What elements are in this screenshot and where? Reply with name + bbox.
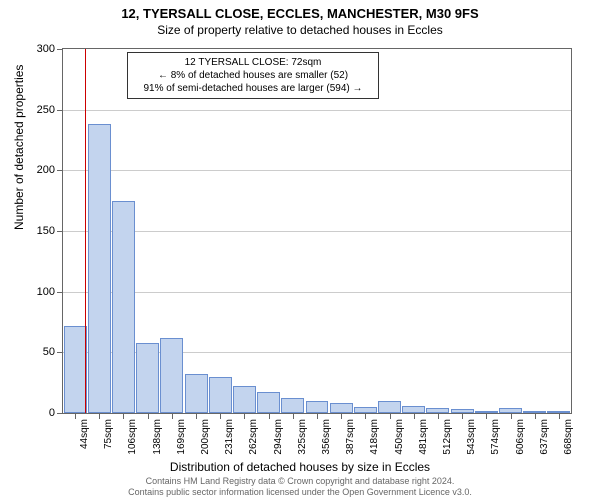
x-tick-label: 512sqm <box>442 419 453 455</box>
y-tick <box>57 413 63 414</box>
x-tick <box>535 413 536 419</box>
x-tick-label: 450sqm <box>394 419 405 455</box>
histogram-bar <box>209 377 232 413</box>
histogram-bar <box>64 326 87 413</box>
histogram-bar <box>112 201 135 413</box>
x-tick-label: 262sqm <box>248 419 259 455</box>
chart-subtitle: Size of property relative to detached ho… <box>0 21 600 37</box>
x-tick <box>438 413 439 419</box>
footer: Contains HM Land Registry data © Crown c… <box>0 476 600 498</box>
x-tick <box>365 413 366 419</box>
x-tick-label: 44sqm <box>79 419 90 449</box>
annotation-line2: ← 8% of detached houses are smaller (52) <box>134 69 372 82</box>
x-tick-label: 169sqm <box>176 419 187 455</box>
x-tick <box>341 413 342 419</box>
x-tick <box>123 413 124 419</box>
gridline <box>63 170 571 171</box>
x-tick <box>220 413 221 419</box>
x-tick-label: 637sqm <box>539 419 550 455</box>
x-tick <box>148 413 149 419</box>
y-tick <box>57 231 63 232</box>
histogram-bar <box>233 386 256 413</box>
histogram-bar <box>160 338 183 413</box>
footer-line2: Contains public sector information licen… <box>0 487 600 498</box>
chart-container: 12, TYERSALL CLOSE, ECCLES, MANCHESTER, … <box>0 0 600 500</box>
x-tick <box>414 413 415 419</box>
y-tick <box>57 352 63 353</box>
x-tick-label: 106sqm <box>127 419 138 455</box>
x-tick-label: 418sqm <box>369 419 380 455</box>
gridline <box>63 110 571 111</box>
property-marker-line <box>85 49 86 413</box>
histogram-bar <box>185 374 208 413</box>
x-tick <box>390 413 391 419</box>
y-tick <box>57 170 63 171</box>
annotation-line1: 12 TYERSALL CLOSE: 72sqm <box>134 56 372 69</box>
x-tick <box>486 413 487 419</box>
x-tick-label: 75sqm <box>103 419 114 449</box>
histogram-bar <box>88 124 111 413</box>
x-axis-title: Distribution of detached houses by size … <box>0 460 600 474</box>
histogram-bar <box>378 401 401 413</box>
x-tick-label: 481sqm <box>418 419 429 455</box>
x-tick-label: 606sqm <box>515 419 526 455</box>
y-axis-title: Number of detached properties <box>12 65 26 230</box>
gridline <box>63 231 571 232</box>
x-tick-label: 356sqm <box>321 419 332 455</box>
y-tick-label: 0 <box>49 407 55 419</box>
x-tick <box>269 413 270 419</box>
y-tick <box>57 110 63 111</box>
x-tick-label: 200sqm <box>200 419 211 455</box>
x-tick-label: 574sqm <box>490 419 501 455</box>
x-tick-label: 294sqm <box>273 419 284 455</box>
x-tick-label: 231sqm <box>224 419 235 455</box>
x-tick <box>196 413 197 419</box>
x-tick <box>75 413 76 419</box>
x-tick <box>559 413 560 419</box>
x-tick <box>99 413 100 419</box>
y-tick-label: 300 <box>37 43 55 55</box>
footer-line1: Contains HM Land Registry data © Crown c… <box>0 476 600 487</box>
annotation-box: 12 TYERSALL CLOSE: 72sqm ← 8% of detache… <box>127 52 379 99</box>
x-tick <box>462 413 463 419</box>
gridline <box>63 292 571 293</box>
y-tick-label: 150 <box>37 225 55 237</box>
x-tick-label: 668sqm <box>563 419 574 455</box>
y-tick-label: 250 <box>37 104 55 116</box>
chart-title: 12, TYERSALL CLOSE, ECCLES, MANCHESTER, … <box>0 0 600 21</box>
y-tick-label: 50 <box>43 346 55 358</box>
histogram-bar <box>330 403 353 413</box>
histogram-bar <box>306 401 329 413</box>
x-tick-label: 138sqm <box>152 419 163 455</box>
x-tick <box>293 413 294 419</box>
x-tick-label: 325sqm <box>297 419 308 455</box>
x-tick <box>317 413 318 419</box>
histogram-bar <box>402 406 425 413</box>
histogram-bar <box>136 343 159 413</box>
x-tick <box>511 413 512 419</box>
annotation-line3: 91% of semi-detached houses are larger (… <box>134 82 372 95</box>
histogram-bar <box>257 392 280 413</box>
y-tick <box>57 49 63 50</box>
x-tick <box>172 413 173 419</box>
y-tick-label: 200 <box>37 164 55 176</box>
x-tick-label: 543sqm <box>466 419 477 455</box>
histogram-bar <box>281 398 304 413</box>
y-tick-label: 100 <box>37 286 55 298</box>
plot-area: 12 TYERSALL CLOSE: 72sqm ← 8% of detache… <box>62 48 572 414</box>
y-tick <box>57 292 63 293</box>
x-tick <box>244 413 245 419</box>
x-tick-label: 387sqm <box>345 419 356 455</box>
